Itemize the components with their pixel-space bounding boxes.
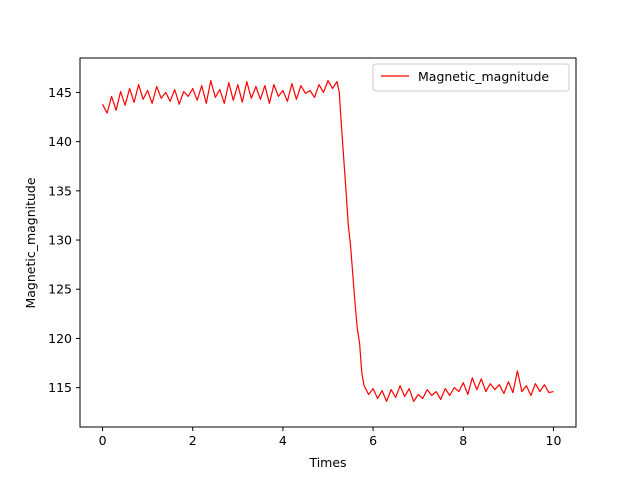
y-tick-label: 140	[48, 134, 72, 149]
x-axis-label: Times	[308, 455, 346, 470]
series-line-magnetic-magnitude	[101, 79, 554, 402]
x-tick-label: 0	[99, 433, 107, 448]
x-tick-label: 2	[189, 433, 197, 448]
y-axis-label: Magnetic_magnitude	[23, 177, 38, 308]
y-tick-label: 145	[48, 85, 72, 100]
x-tick-label: 8	[459, 433, 467, 448]
y-tick-label: 120	[48, 331, 72, 346]
plot-area	[101, 79, 554, 402]
x-tick-label: 10	[546, 433, 562, 448]
legend-box	[372, 63, 570, 92]
y-tick-label: 115	[48, 380, 72, 395]
y-tick-label: 125	[48, 282, 72, 297]
axes-frame	[79, 57, 577, 428]
legend: Magnetic_magnitude	[372, 63, 570, 92]
y-axis: 115 120 125 130 135 140 145	[48, 85, 80, 395]
x-axis: 0 2 4 6 8 10	[99, 427, 562, 448]
legend-label: Magnetic_magnitude	[418, 69, 549, 84]
y-tick-label: 135	[48, 183, 72, 198]
x-tick-label: 6	[369, 433, 377, 448]
y-tick-label: 130	[48, 233, 72, 248]
x-tick-label: 4	[279, 433, 287, 448]
